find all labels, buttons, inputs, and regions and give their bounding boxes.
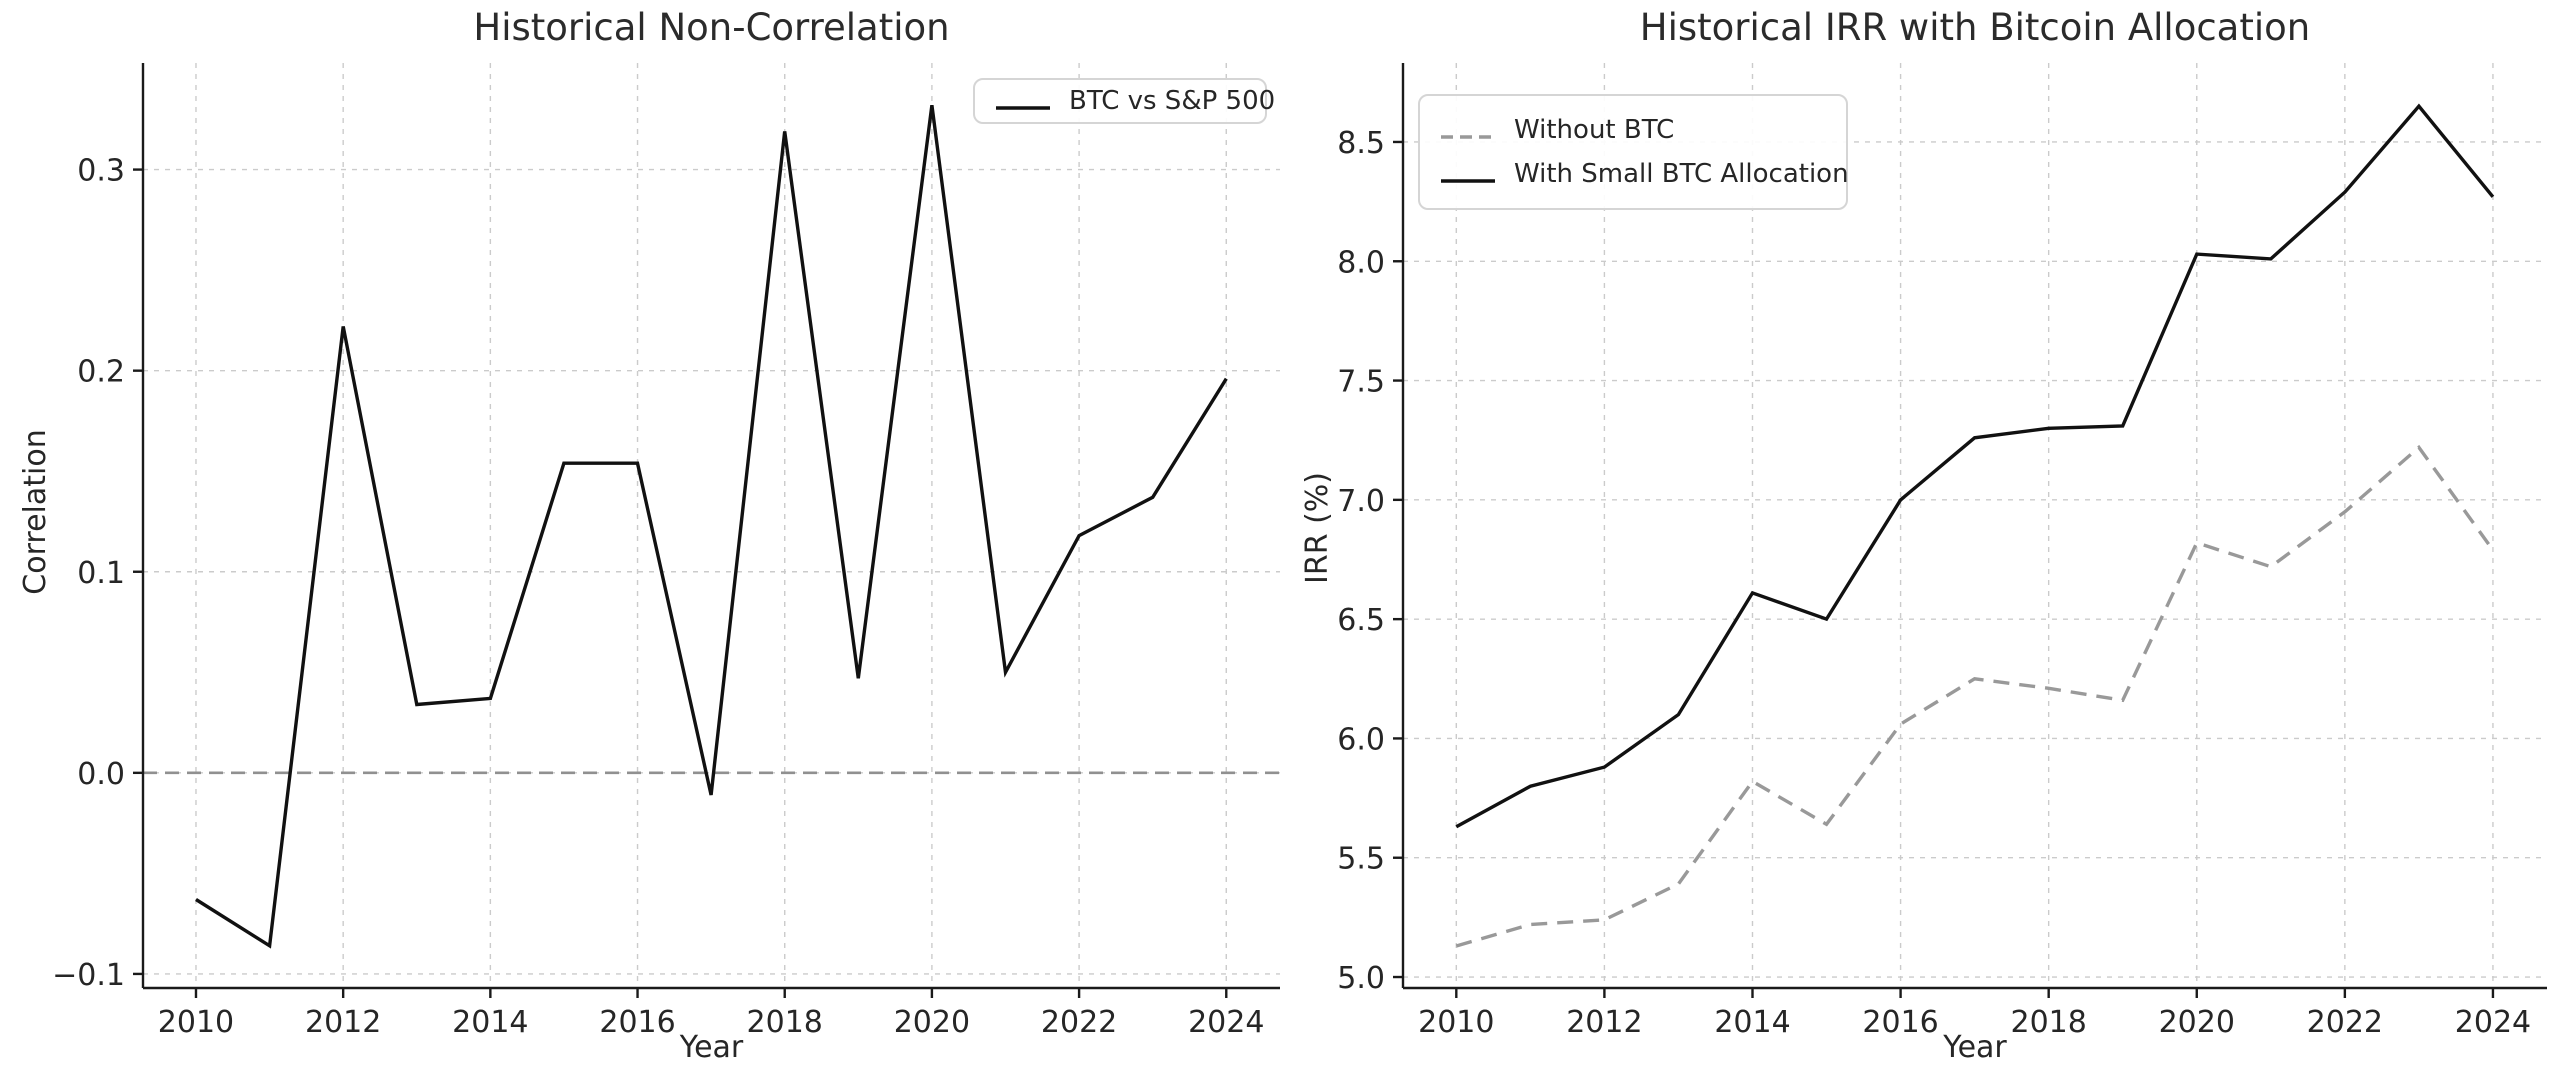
y-tick-label: 6.0 (1337, 722, 1385, 757)
legend-sample-line (996, 106, 1050, 110)
y-tick-label: 0.1 (77, 556, 125, 591)
legend-item-label: With Small BTC Allocation (1514, 159, 1849, 189)
y-tick-label: 8.0 (1337, 245, 1385, 280)
legend-sample-line (1441, 179, 1495, 183)
y-tick-label: 7.0 (1337, 484, 1385, 519)
series-line-dashed (1455, 444, 2495, 948)
series-line-solid (195, 104, 1228, 949)
legend-sample-line (1441, 135, 1495, 139)
y-tick-label: 0.2 (77, 355, 125, 390)
y-tick-label: 6.5 (1337, 603, 1385, 638)
legend-item: BTC vs S&P 500 (995, 86, 1275, 116)
x-tick-label: 2012 (1566, 1005, 1642, 1040)
x-tick-label: 2018 (747, 1005, 823, 1040)
x-tick-label: 2024 (1188, 1005, 1264, 1040)
legend-line-solid-icon (1440, 170, 1496, 183)
legend-item: Without BTC (1440, 115, 1846, 145)
y-tick-label: 0.0 (77, 757, 125, 792)
x-tick-label: 2016 (599, 1005, 675, 1040)
series-line-solid (1455, 103, 2495, 829)
x-tick-label: 2016 (1862, 1005, 1938, 1040)
legend-item: With Small BTC Allocation (1440, 159, 1849, 189)
y-tick-label: 8.5 (1337, 126, 1385, 161)
x-tick-label: 2022 (2307, 1005, 2383, 1040)
y-tick-label: 5.0 (1337, 961, 1385, 996)
y-tick-label: 0.3 (77, 154, 125, 189)
x-tick-label: 2010 (1418, 1005, 1494, 1040)
x-tick-label: 2012 (305, 1005, 381, 1040)
x-tick-label: 2024 (2455, 1005, 2531, 1040)
x-tick-label: 2014 (452, 1005, 528, 1040)
legend-item-label: Without BTC (1514, 115, 1675, 145)
x-tick-label: 2014 (1714, 1005, 1790, 1040)
legend-line-dashed-icon (1440, 126, 1496, 139)
x-tick-label: 2022 (1041, 1005, 1117, 1040)
left-chart-xaxis-label: Year (679, 1030, 744, 1065)
x-tick-label: 2010 (158, 1005, 234, 1040)
y-tick-label: 5.5 (1337, 842, 1385, 877)
left-chart-title: Historical Non-Correlation (473, 6, 950, 49)
y-tick-label: 7.5 (1337, 365, 1385, 400)
legend-item-label: BTC vs S&P 500 (1069, 86, 1276, 116)
x-tick-label: 2018 (2010, 1005, 2086, 1040)
right-chart-yaxis-label: IRR (%) (1300, 472, 1335, 584)
x-tick-label: 2020 (2159, 1005, 2235, 1040)
legend-line-solid-icon (995, 97, 1051, 110)
right-chart-title: Historical IRR with Bitcoin Allocation (1639, 6, 2311, 49)
right-chart-xaxis-label: Year (1943, 1030, 2007, 1065)
x-tick-label: 2020 (894, 1005, 970, 1040)
y-tick-label: −0.1 (52, 958, 125, 993)
right-chart-legend: Without BTC With Small BTC Allocation (1418, 94, 1849, 210)
left-chart-yaxis-label: Correlation (18, 429, 53, 595)
left-chart-legend: BTC vs S&P 500 (973, 78, 1275, 124)
